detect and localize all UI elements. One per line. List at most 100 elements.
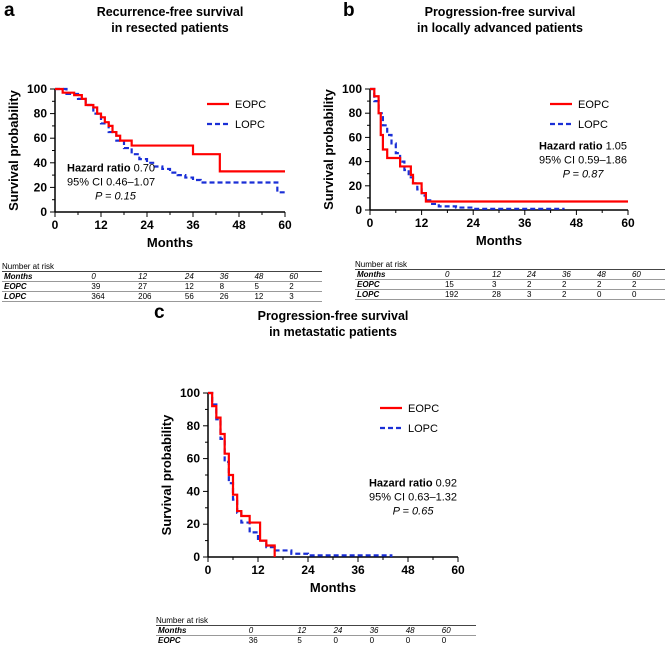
x-tick-label: 48 [570,216,584,230]
hazard-ratio: Hazard ratio 1.05 [539,141,627,153]
risk-row: EOPC 15 3 2 2 2 2 [355,279,665,290]
risk-header-cell: 48 [403,626,440,636]
risk-header-cell: 60 [287,272,322,282]
panel-label-a: a [4,0,15,21]
y-tick-label: 80 [187,419,201,433]
panel-label-c: c [154,302,165,323]
confidence-interval: 95% CI 0.46–1.07 [67,176,155,188]
x-tick-label: 0 [205,563,212,577]
x-tick-label: 0 [367,216,374,230]
legend-label: LOPC [235,119,265,131]
y-tick-label: 0 [40,205,47,219]
risk-cell: 2 [629,279,665,290]
legend-label: EOPC [408,403,439,415]
risk-cell: 2 [559,289,595,300]
risk-header-cell: 0 [442,270,491,280]
survival-curve-lopc [370,87,565,210]
x-tick-label: 48 [401,563,415,577]
x-axis-label: Months [476,233,522,248]
x-tick-label: 12 [415,216,429,230]
y-tick-label: 40 [187,484,201,498]
legend-label: EOPC [235,99,266,111]
x-axis-label: Months [147,235,193,250]
risk-header-cell: 24 [525,270,560,280]
risk-table-title: Number at risk [2,262,322,272]
risk-cell: 2 [559,279,595,290]
risk-header-cell: 36 [367,626,404,636]
risk-header-cell: Months [156,626,247,636]
y-tick-label: 60 [187,452,201,466]
legend-label: EOPC [578,99,609,111]
confidence-interval: 95% CI 0.63–1.32 [369,491,457,503]
y-tick-label: 20 [349,179,363,193]
risk-header-cell: 48 [252,272,288,282]
risk-header-row: Months 0 12 24 36 48 60 [355,270,665,280]
risk-cell: 5 [295,635,332,645]
hazard-ratio: Hazard ratio 0.92 [369,477,457,489]
chart-title: Progression-free survival [425,5,576,19]
risk-header-cell: 36 [559,270,595,280]
x-tick-label: 48 [232,218,246,232]
risk-cell: 27 [136,281,183,292]
risk-cell: 0 [367,635,404,645]
survival-curve-eopc [370,87,628,203]
y-tick-label: 80 [34,107,48,121]
x-tick-label: 24 [301,563,315,577]
risk-cell: 2 [525,279,560,290]
y-tick-label: 80 [349,106,363,120]
risk-header-cell: 60 [439,626,476,636]
y-tick-label: 100 [180,386,200,400]
risk-header-cell: 12 [295,626,332,636]
risk-cell: 26 [217,291,253,302]
risk-cell: EOPC [2,281,90,292]
confidence-interval: 95% CI 0.59–1.86 [539,155,627,167]
risk-cell: 0 [439,635,476,645]
risk-cell: 36 [246,635,296,645]
chart-title: in locally advanced patients [417,21,583,35]
p-value: P = 0.15 [95,190,137,202]
risk-cell: EOPC [156,635,247,645]
x-tick-label: 60 [451,563,465,577]
risk-row: LOPC 364 206 56 26 12 3 [2,291,322,302]
risk-table-a: Number at risk Months 0 12 24 36 48 60 EOPC 39 27 1… [2,262,322,302]
risk-header-cell: 48 [594,270,630,280]
x-tick-label: 60 [278,218,292,232]
risk-cell: 39 [89,281,137,292]
x-tick-label: 12 [251,563,265,577]
y-tick-label: 60 [349,130,363,144]
y-axis-label: Survival probability [6,89,21,210]
risk-header-cell: Months [2,272,90,282]
risk-header-cell: 24 [182,272,218,282]
y-tick-label: 20 [187,517,201,531]
risk-cell: 15 [442,279,491,290]
p-value: P = 0.65 [393,505,435,517]
panel-label-b: b [343,0,355,21]
x-tick-label: 36 [518,216,532,230]
x-tick-label: 36 [186,218,200,232]
legend-label: LOPC [408,423,438,435]
risk-cell: 2 [594,279,630,290]
survival-curve-eopc [55,87,285,173]
survival-curve-eopc [208,391,276,557]
x-tick-label: 24 [140,218,154,232]
risk-cell: 12 [252,291,288,302]
hazard-ratio: Hazard ratio 0.70 [67,162,155,174]
risk-cell: 0 [594,289,630,300]
x-tick-label: 12 [94,218,108,232]
risk-table-title: Number at risk [355,260,665,270]
risk-table-b: Number at risk Months 0 12 24 36 48 60 EOPC 15 3 2 2… [355,260,665,300]
chart-title: Recurrence-free survival [97,5,244,19]
risk-header-row: Months 0 12 24 36 48 60 [2,272,322,282]
risk-row: EOPC 39 27 12 8 5 2 [2,281,322,292]
risk-table-c: Number at risk Months 0 12 24 36 48 60 EOPC 36 5 0 0… [156,616,476,645]
x-tick-label: 0 [52,218,59,232]
risk-cell: LOPC [355,289,443,300]
y-tick-label: 60 [34,131,48,145]
risk-cell: 0 [629,289,665,300]
risk-row: LOPC 192 28 3 2 0 0 [355,289,665,300]
y-tick-label: 0 [355,203,362,217]
risk-cell: 2 [287,281,322,292]
risk-cell: 28 [490,289,525,300]
risk-cell: 206 [136,291,183,302]
